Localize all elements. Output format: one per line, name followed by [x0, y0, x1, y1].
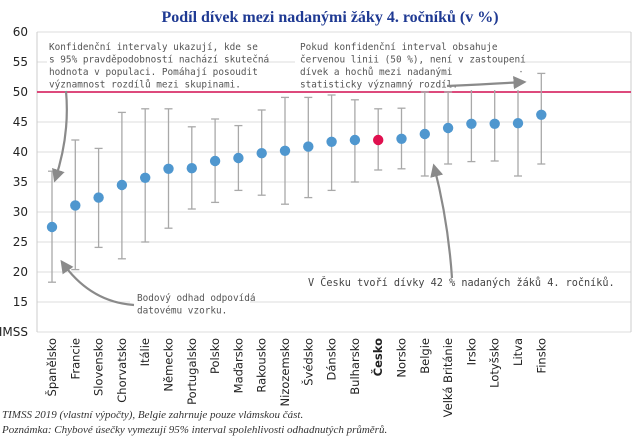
- y-tick-label: 20: [13, 265, 28, 279]
- y-tick-label: TIMSS: [0, 325, 28, 339]
- data-point: [466, 118, 477, 129]
- arrow-cz-note: [430, 163, 454, 279]
- x-tick-label: Bulharsko: [348, 338, 362, 395]
- x-tick-label: Švédsko: [300, 338, 315, 386]
- data-point: [46, 221, 58, 233]
- y-tick-label: 55: [13, 55, 28, 69]
- x-tick-label: Nizozemsko: [278, 338, 292, 406]
- data-points: [46, 109, 547, 233]
- red-line-note-line: Pokud konfidenční interval obsahuje: [300, 42, 498, 53]
- data-point: [536, 109, 547, 121]
- error-bars: [48, 70, 546, 283]
- x-tick-label: Portugalsko: [185, 338, 199, 405]
- x-tick-label: Finsko: [534, 338, 548, 374]
- y-tick-label: 50: [13, 85, 28, 99]
- y-tick-label: 35: [13, 175, 28, 189]
- x-tick-label: Francie: [68, 338, 82, 379]
- ci-note-background: [47, 40, 262, 90]
- data-point: [256, 148, 267, 159]
- data-point: [303, 141, 314, 152]
- y-tick-label: 45: [13, 115, 28, 129]
- data-point: [140, 172, 151, 183]
- footnote-source: TIMSS 2019 (vlastní výpočty), Belgie zah…: [2, 409, 303, 421]
- x-tick-label: Rakousko: [255, 338, 269, 393]
- red-line-note-background: [295, 40, 520, 90]
- data-point: [279, 145, 291, 156]
- x-tick-label: Maďarsko: [231, 338, 245, 393]
- point-note-background: [130, 290, 250, 318]
- point-note-line: Bodový odhad odpovídá: [137, 293, 256, 304]
- data-point: [349, 134, 361, 146]
- x-tick-label: Slovensko: [92, 338, 106, 396]
- x-tick-label: Litva: [511, 338, 525, 366]
- x-tick-label: Velká Británie: [441, 338, 455, 417]
- footnote-note: Poznámka: Chybové úsečky vymezují 95% in…: [1, 424, 387, 436]
- data-point: [233, 152, 244, 164]
- red-line-note-line: statisticky významný rozdíl.: [300, 80, 458, 91]
- ci-note-line: Konfidenční intervaly ukazují, kde se: [49, 42, 258, 53]
- x-tick-label: Belgie: [418, 338, 432, 374]
- data-point-highlight: [373, 134, 384, 146]
- y-tick-label: 60: [13, 25, 28, 39]
- ci-note-line: s 95% pravděpodobností nachází skutečná: [49, 55, 269, 66]
- x-tick-label: Španělsko: [44, 338, 59, 396]
- arrow-point-note: [60, 259, 135, 307]
- data-point: [93, 192, 104, 203]
- cz-note: V Česku tvoří dívky 42 % nadaných žáků 4…: [308, 276, 615, 289]
- data-point: [512, 118, 524, 129]
- data-point: [209, 155, 221, 167]
- x-tick-label: Polsko: [208, 338, 222, 374]
- data-point: [70, 200, 81, 211]
- data-point: [442, 122, 454, 134]
- x-axis-labels: Španělsko Francie Slovensko Chorvatsko Itáli…: [44, 338, 548, 417]
- y-tick-label: 25: [13, 235, 28, 249]
- y-tick-label: 40: [13, 145, 28, 159]
- cz-note-background: [305, 274, 595, 290]
- y-tick-label: 15: [13, 295, 28, 309]
- y-axis: TIMSS 15 20 25 30 35 40 45 50 55 60: [0, 25, 28, 339]
- point-note: Bodový odhad odpovídá datovému vzorku.: [137, 293, 261, 317]
- data-point: [489, 118, 500, 129]
- ci-note: Konfidenční intervaly ukazují, kde se s …: [49, 42, 275, 91]
- data-point: [116, 179, 128, 191]
- x-tick-label: Itálie: [138, 338, 152, 366]
- chart-title: Podíl dívek mezi nadanými žáky 4. ročník…: [161, 9, 498, 26]
- x-tick-label: Německo: [162, 338, 176, 392]
- red-line-note: Pokud konfidenční interval obsahuje červ…: [300, 42, 531, 91]
- x-tick-label: Dánsko: [325, 338, 339, 380]
- ci-note-line: hodnota v populaci. Pomáhají posoudit: [49, 67, 258, 78]
- x-tick-label: Norsko: [395, 338, 409, 378]
- ci-note-line: významnost rozdílů mezi skupinami.: [49, 80, 241, 91]
- data-point: [396, 133, 407, 144]
- data-point: [186, 163, 197, 174]
- data-point: [163, 163, 174, 174]
- y-tick-label: 30: [13, 205, 28, 219]
- point-note-line: datovému vzorku.: [137, 306, 227, 317]
- x-tick-label: Lotyšsko: [488, 338, 502, 388]
- arrow-ci-note: [52, 90, 68, 183]
- x-tick-label: Chorvatsko: [115, 338, 129, 403]
- red-line-note-line: červenou linii (50 %), není v zastoupení: [300, 55, 526, 66]
- data-point: [419, 128, 430, 140]
- x-tick-label: Irsko: [464, 338, 478, 365]
- x-tick-label: Česko: [370, 338, 385, 376]
- arrow-red-line-note: [446, 76, 527, 90]
- data-point: [326, 136, 337, 147]
- red-line-note-line: dívek a hochů mezi nadanými: [300, 67, 452, 78]
